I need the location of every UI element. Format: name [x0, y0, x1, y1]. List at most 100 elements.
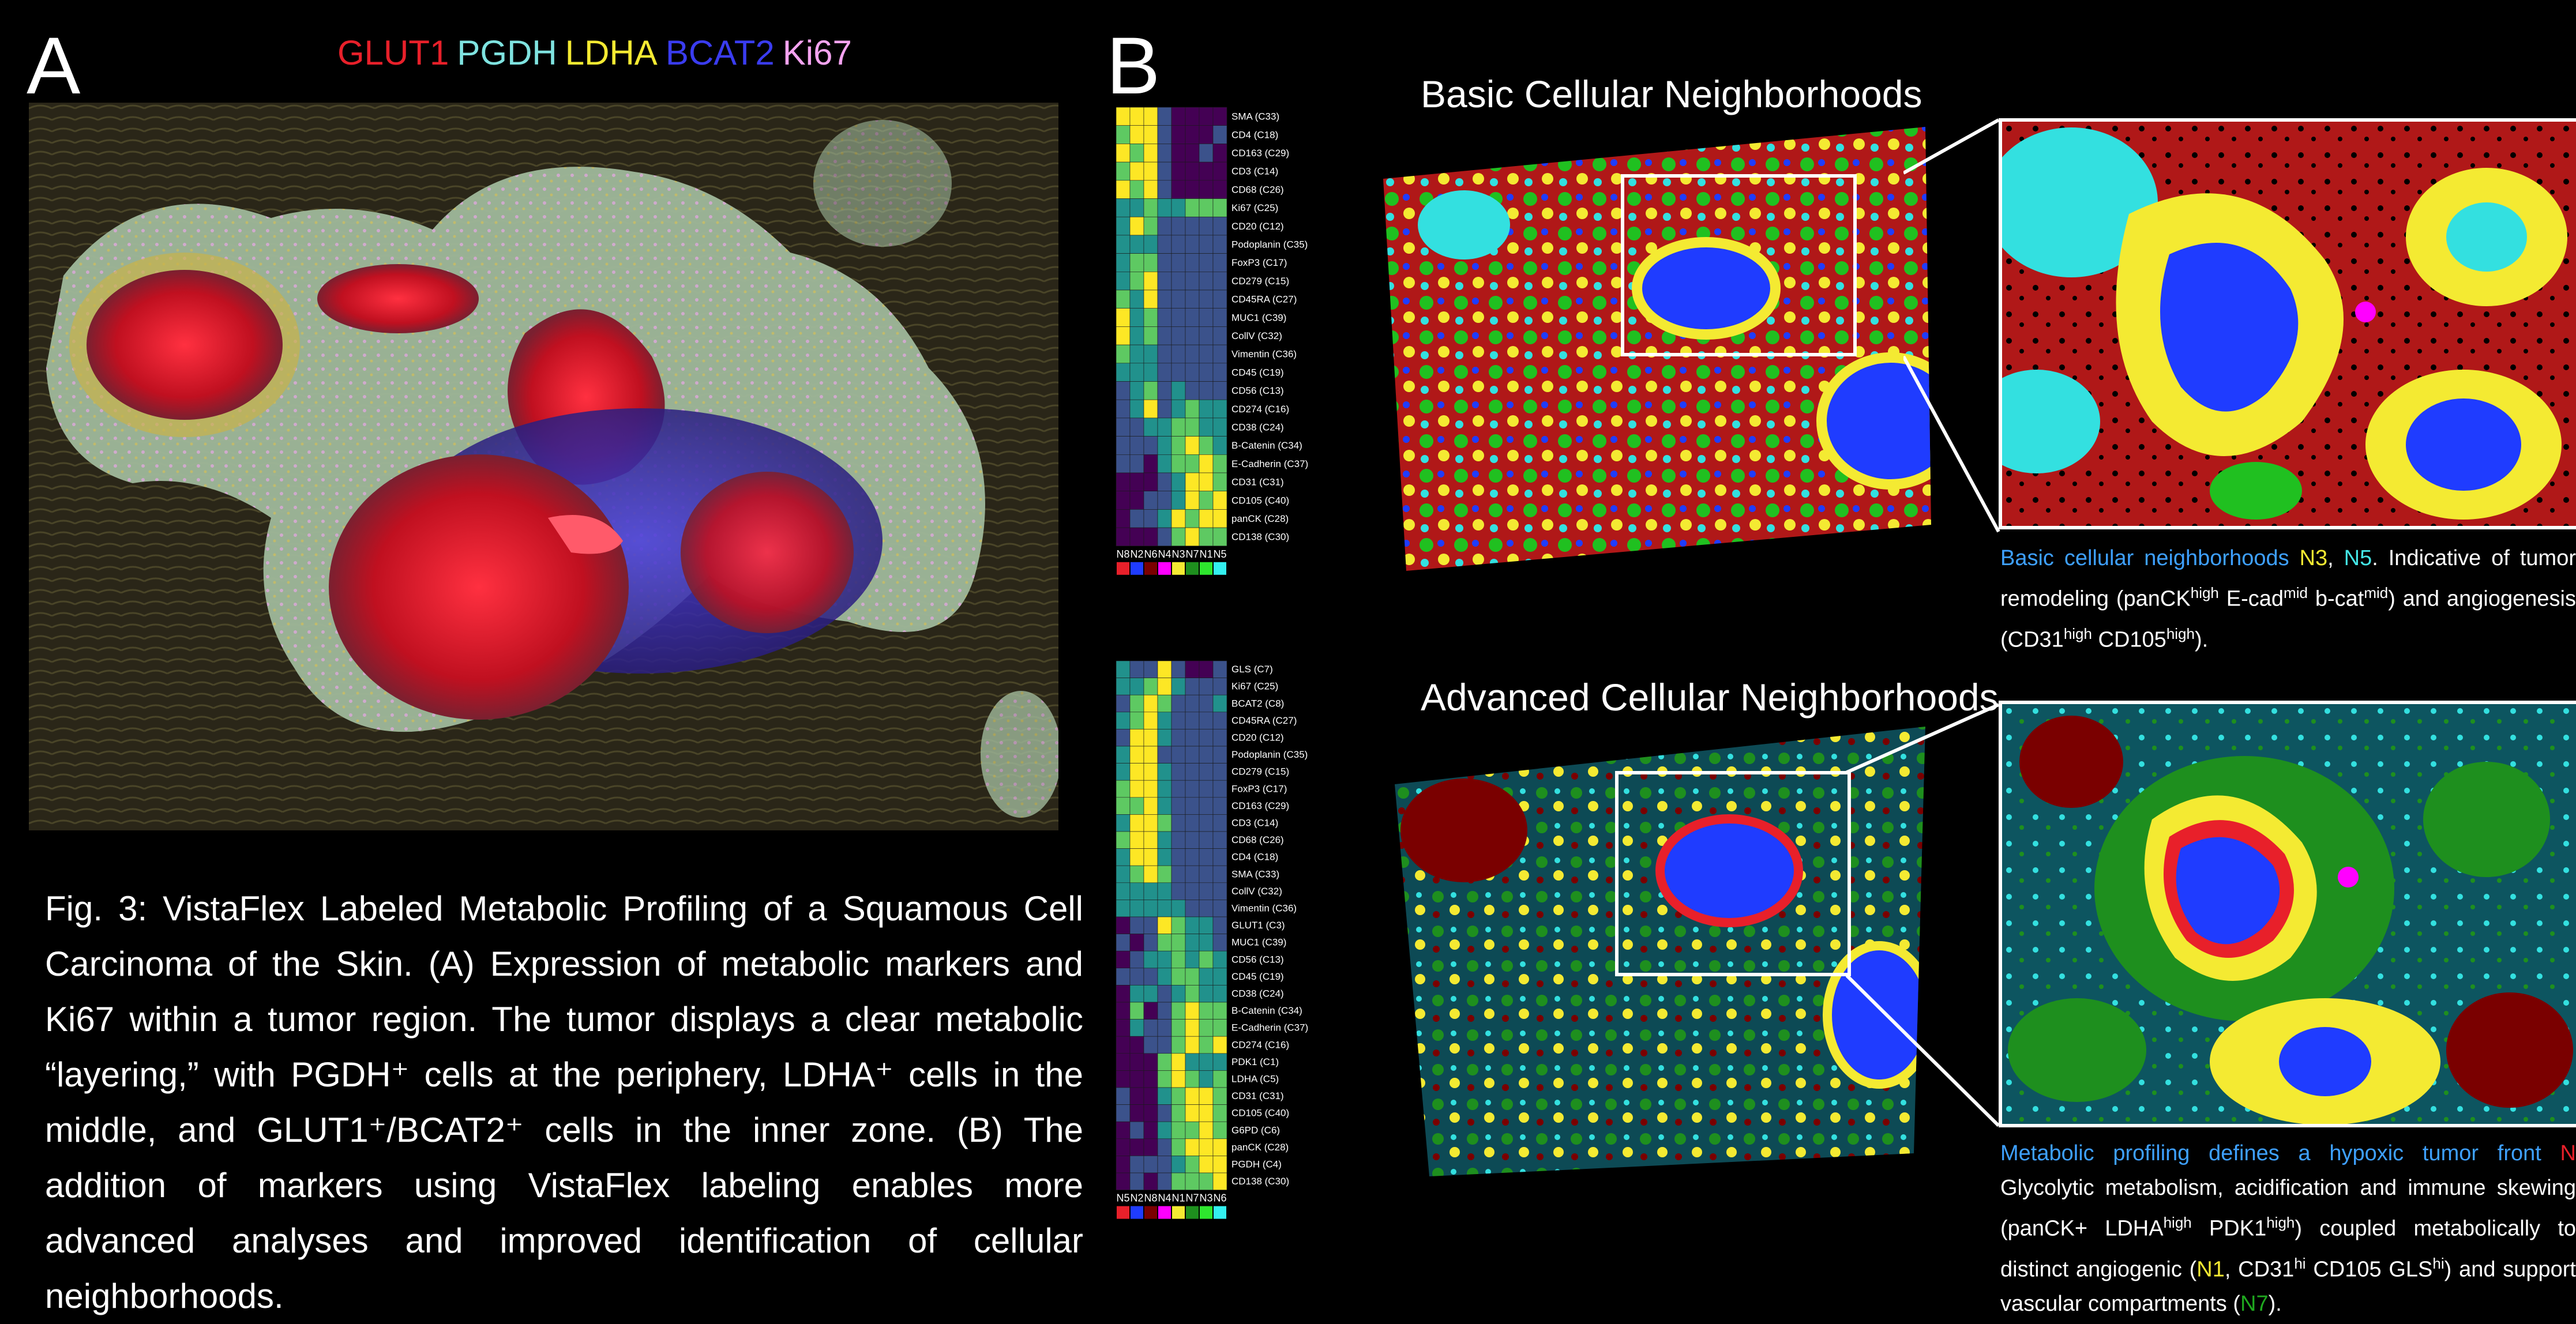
heatmap-cell [1213, 985, 1227, 1002]
heatmap-column-label: N7 [1185, 548, 1199, 560]
heatmap-cell [1185, 180, 1199, 199]
heatmap-cell [1144, 437, 1158, 455]
heatmap-cell [1144, 326, 1158, 345]
heatmap-cell [1171, 126, 1185, 144]
heatmap-cell [1144, 400, 1158, 418]
heatmap-cell [1199, 162, 1213, 180]
caption-run: mid [2284, 584, 2308, 601]
advanced-neighborhoods-caption: Metabolic profiling defines a hypoxic tu… [2000, 1136, 2576, 1321]
figure-caption: Fig. 3: VistaFlex Labeled Metabolic Prof… [45, 881, 1083, 1324]
heatmap-row-label: Podoplanin (C35) [1231, 239, 1308, 250]
heatmap-cell [1213, 712, 1227, 729]
heatmap-cell [1144, 1122, 1158, 1139]
heatmap-cell [1199, 849, 1213, 866]
heatmap-cell [1199, 528, 1213, 546]
caption-run: E-cad [2219, 587, 2284, 611]
caption-run: N5 [2344, 546, 2372, 570]
heatmap-cell [1116, 1070, 1130, 1088]
basic-neighborhoods-title: Basic Cellular Neighborhoods [1421, 75, 1922, 113]
heatmap-row-label: E-Cadherin (C37) [1231, 1022, 1308, 1033]
heatmap-cell [1158, 917, 1171, 934]
heatmap-cell [1185, 712, 1199, 729]
heatmap-row-label: CD31 (C31) [1231, 1090, 1284, 1101]
heatmap-row-label: PGDH (C4) [1231, 1159, 1282, 1170]
heatmap-cell [1158, 729, 1171, 746]
heatmap-cell [1199, 1054, 1213, 1071]
legend-item: LDHA [565, 33, 658, 72]
heatmap-cell [1185, 418, 1199, 437]
heatmap-cell [1116, 290, 1130, 309]
heatmap-cell [1171, 144, 1185, 162]
heatmap-cell [1158, 272, 1171, 290]
heatmap-cell [1130, 985, 1144, 1002]
heatmap-cell [1158, 454, 1171, 473]
heatmap-cell [1116, 162, 1130, 180]
heatmap-cell [1199, 1173, 1213, 1190]
neighborhood-color-swatch [1144, 562, 1157, 575]
heatmap-row-label: CD68 (C26) [1231, 184, 1284, 195]
neighborhood-color-swatch [1144, 1206, 1157, 1219]
heatmap-cell [1171, 326, 1185, 345]
heatmap-cell [1185, 400, 1199, 418]
heatmap-cell [1185, 917, 1199, 934]
heatmap-cell [1116, 1036, 1130, 1054]
heatmap-cell [1171, 473, 1185, 491]
heatmap-cell [1213, 1002, 1227, 1020]
heatmap-cell [1213, 326, 1227, 345]
heatmap-row-label: CD31 (C31) [1231, 477, 1284, 488]
heatmap-cell [1130, 144, 1144, 162]
heatmap-cell [1171, 254, 1185, 272]
heatmap-cell [1144, 162, 1158, 180]
caption-run: mid [2364, 584, 2388, 601]
heatmap-cell [1199, 1036, 1213, 1054]
heatmap-cell [1130, 832, 1144, 849]
heatmap-row-label: CD3 (C14) [1231, 818, 1278, 829]
heatmap-row-label: MUC1 (C39) [1231, 312, 1286, 323]
heatmap-cell [1158, 712, 1171, 729]
heatmap-cell [1130, 934, 1144, 951]
heatmap-cell [1130, 309, 1144, 327]
heatmap-cell [1144, 345, 1158, 363]
heatmap-cell [1144, 968, 1158, 986]
heatmap-cell [1171, 309, 1185, 327]
neighborhood-color-swatch [1200, 1206, 1212, 1219]
heatmap-cell [1185, 746, 1199, 763]
heatmap-cell [1158, 400, 1171, 418]
heatmap-cell [1144, 1070, 1158, 1088]
heatmap-cell [1116, 849, 1130, 866]
heatmap-cell [1185, 528, 1199, 546]
heatmap-row-label: CD3 (C14) [1231, 166, 1278, 177]
heatmap-cell [1199, 814, 1213, 832]
heatmap-cell [1171, 491, 1185, 510]
heatmap-row-label: G6PD (C6) [1231, 1124, 1280, 1135]
caption-run: high [2266, 1214, 2295, 1231]
basic-neighborhood-zoom [1999, 118, 2576, 529]
heatmap-cell [1171, 199, 1185, 217]
heatmap-cell [1130, 695, 1144, 712]
heatmap-cell [1144, 951, 1158, 968]
heatmap-cell [1130, 126, 1144, 144]
heatmap-cell [1185, 883, 1199, 900]
heatmap-cell [1144, 528, 1158, 546]
heatmap-column-label: N1 [1199, 548, 1212, 560]
heatmap-cell [1171, 363, 1185, 382]
heatmap-cell [1171, 162, 1185, 180]
heatmap-cell [1116, 678, 1130, 695]
heatmap-column-label: N5 [1213, 548, 1226, 560]
heatmap-cell [1158, 126, 1171, 144]
caption-run: Metabolic profiling defines a hypoxic tu… [2000, 1141, 2560, 1165]
heatmap-cell [1158, 832, 1171, 849]
heatmap-cell [1158, 1173, 1171, 1190]
heatmap-cell [1158, 162, 1171, 180]
caption-run: ). [2195, 627, 2208, 652]
heatmap-cell [1199, 746, 1213, 763]
heatmap-cell [1171, 951, 1185, 968]
heatmap-cell [1116, 661, 1130, 678]
caption-run: CD105 GLS [2306, 1257, 2433, 1281]
heatmap-cell [1171, 814, 1185, 832]
heatmap-cell [1171, 746, 1185, 763]
heatmap-cell [1158, 437, 1171, 455]
heatmap-cell [1116, 1156, 1130, 1173]
heatmap-row-label: SMA (C33) [1231, 868, 1279, 879]
heatmap-row-label: B-Catenin (C34) [1231, 440, 1302, 451]
